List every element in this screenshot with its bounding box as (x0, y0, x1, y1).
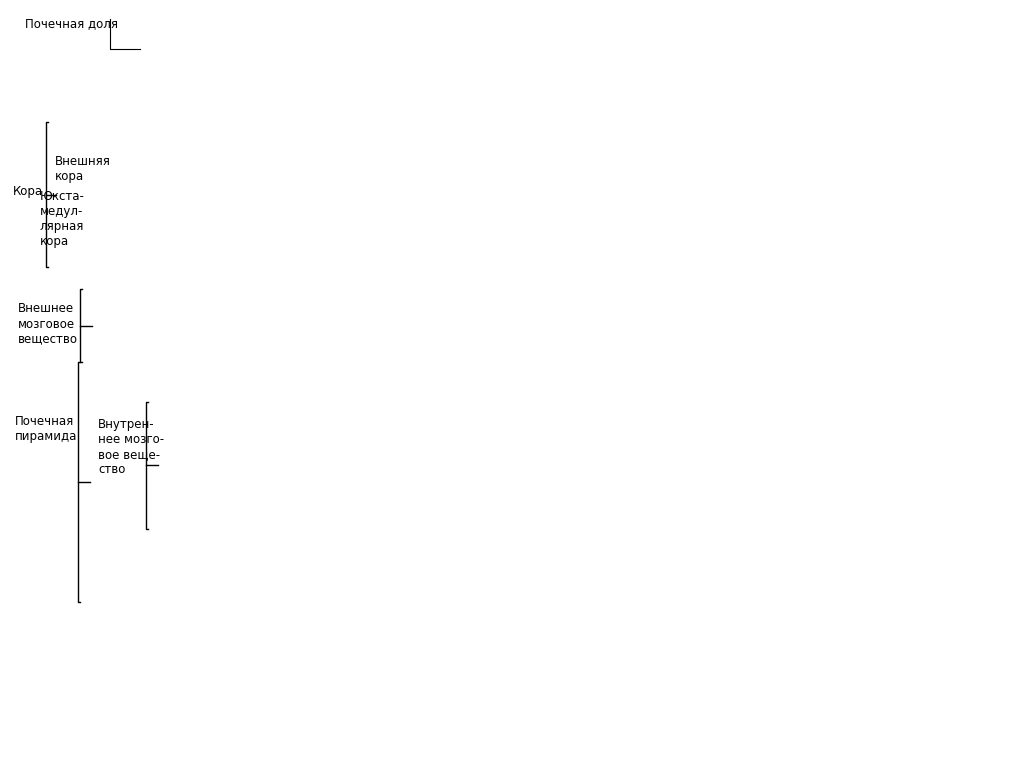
Text: Юкста-
медул-
лярная
кора: Юкста- медул- лярная кора (40, 190, 85, 248)
Text: Почечная доля: Почечная доля (25, 17, 118, 30)
Text: Внешнее
мозговое
вещество: Внешнее мозговое вещество (18, 302, 78, 345)
Text: Почечная
пирамида: Почечная пирамида (15, 415, 78, 443)
Text: Внутрен-
нее мозго-
вое веще-
ство: Внутрен- нее мозго- вое веще- ство (98, 418, 164, 476)
Text: Кора: Кора (13, 186, 43, 199)
Text: Внешняя
кора: Внешняя кора (55, 155, 111, 183)
